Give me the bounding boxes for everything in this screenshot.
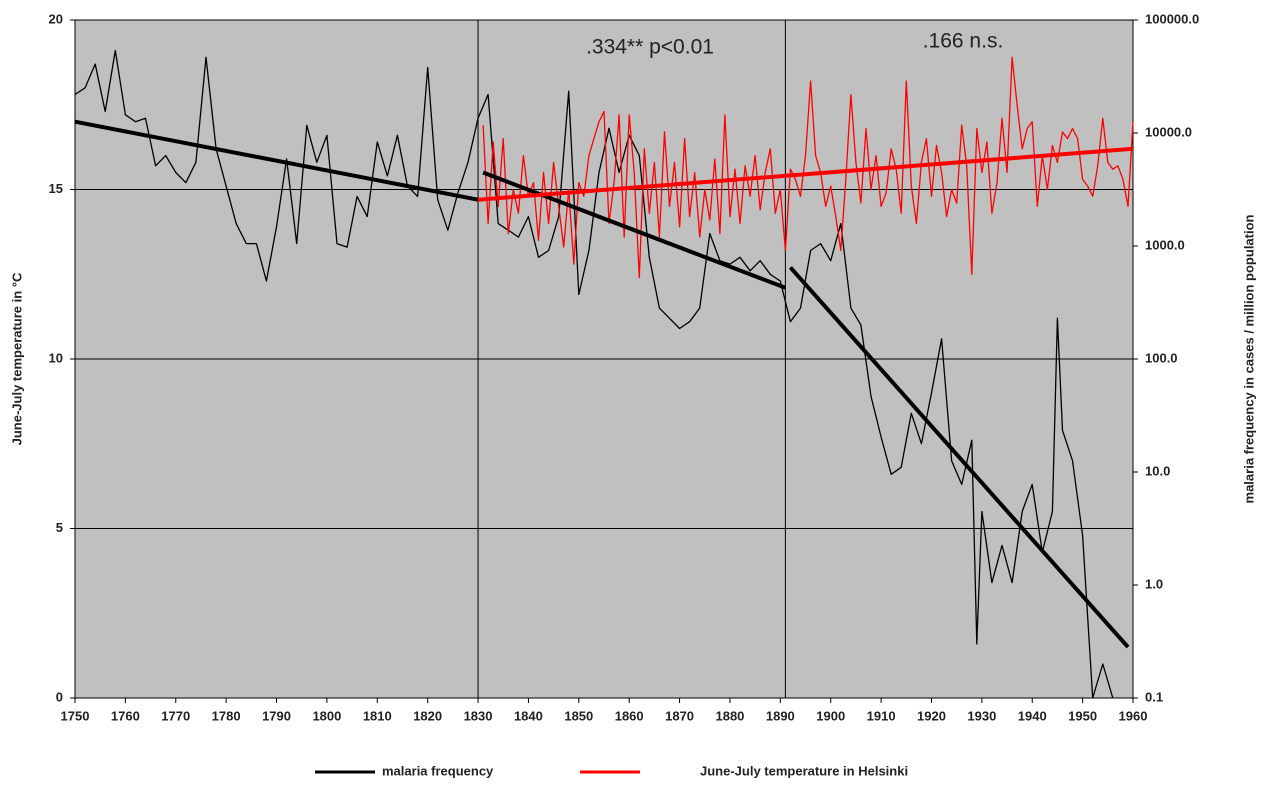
x-tick-label: 1820 (413, 708, 442, 723)
y2-axis-label: malaria frequency in cases / million pop… (1241, 214, 1256, 503)
x-tick-label: 1950 (1068, 708, 1097, 723)
x-tick-label: 1800 (312, 708, 341, 723)
x-tick-label: 1920 (917, 708, 946, 723)
x-tick-label: 1890 (766, 708, 795, 723)
trend-line (477, 146, 1134, 202)
annotation: .334** p<0.01 (586, 36, 714, 59)
x-tick-label: 1880 (715, 708, 744, 723)
x-tick-label: 1960 (1119, 708, 1148, 723)
y2-tick-label: 100.0 (1145, 350, 1178, 365)
x-tick-label: 1900 (816, 708, 845, 723)
plot-frame (74, 19, 1134, 699)
y2-tick-label: 100000.0 (1145, 11, 1199, 26)
legend-label: June-July temperature in Helsinki (700, 763, 908, 778)
y-tick-label: 20 (49, 11, 63, 26)
legend-label: malaria frequency (382, 763, 494, 778)
x-tick-label: 1810 (363, 708, 392, 723)
x-tick-label: 1780 (212, 708, 241, 723)
data-line (74, 49, 1114, 699)
x-tick-label: 1750 (61, 708, 90, 723)
x-tick-label: 1830 (464, 708, 493, 723)
y2-tick-label: 0.1 (1145, 689, 1163, 704)
trend-line (482, 170, 787, 290)
y-tick-label: 0 (56, 689, 63, 704)
x-tick-label: 1840 (514, 708, 543, 723)
y-tick-label: 5 (56, 520, 63, 535)
annotation: .166 n.s. (923, 30, 1004, 53)
y2-tick-label: 1.0 (1145, 576, 1163, 591)
y-tick-label: 10 (49, 350, 63, 365)
trend-line (788, 266, 1130, 649)
x-tick-label: 1930 (967, 708, 996, 723)
y2-tick-label: 1000.0 (1145, 237, 1185, 252)
x-tick-label: 1940 (1018, 708, 1047, 723)
trend-line (74, 119, 479, 202)
y-axis-label: June-July temperature in °C (9, 272, 24, 445)
y2-tick-label: 10.0 (1145, 463, 1170, 478)
x-tick-label: 1760 (111, 708, 140, 723)
x-tick-label: 1770 (161, 708, 190, 723)
data-line (482, 56, 1134, 279)
y2-tick-label: 10000.0 (1145, 124, 1192, 139)
y-tick-label: 15 (49, 181, 63, 196)
x-tick-label: 1860 (615, 708, 644, 723)
x-tick-label: 1850 (564, 708, 593, 723)
x-tick-label: 1910 (867, 708, 896, 723)
x-tick-label: 1870 (665, 708, 694, 723)
x-tick-label: 1790 (262, 708, 291, 723)
